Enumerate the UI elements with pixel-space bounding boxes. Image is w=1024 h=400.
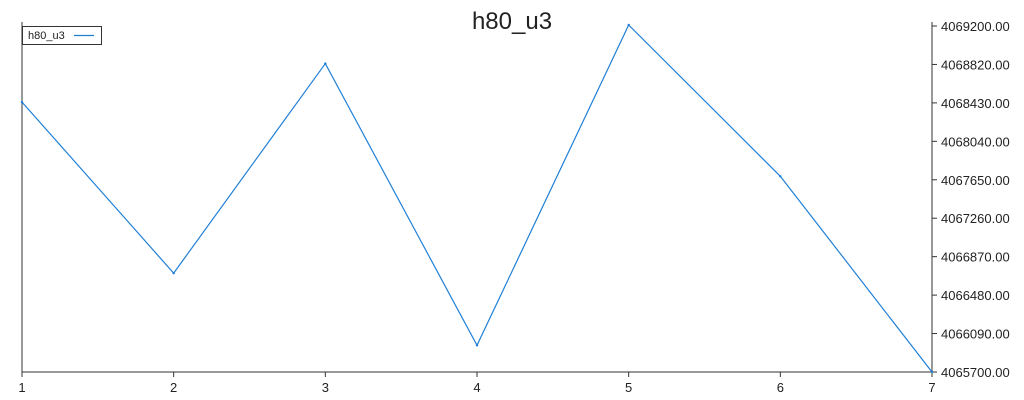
x-tick-label: 7: [928, 380, 935, 395]
y-tick-label: 4066480.00: [941, 288, 1010, 303]
axes-layer: 1 2 3 4 5 6 7 4069200.00 4068820.00 4068430.00 406…: [18, 19, 1009, 395]
x-tick-label: 5: [625, 380, 632, 395]
y-tick-label: 4069200.00: [941, 19, 1010, 34]
x-tick-label: 4: [473, 380, 480, 395]
data-point: [324, 62, 327, 65]
data-point: [172, 271, 175, 275]
x-tick-label: 1: [18, 380, 25, 395]
data-point: [930, 370, 934, 374]
legend-box: [22, 26, 102, 45]
data-point: [627, 23, 630, 27]
y-tick-label: 4068040.00: [941, 134, 1010, 149]
y-tick-label: 4066090.00: [941, 327, 1010, 342]
series-line-h80_u3: [21, 23, 933, 373]
y-tick-label: 4067650.00: [941, 173, 1010, 188]
x-tick-label: 6: [777, 380, 784, 395]
series-layer: [20, 23, 934, 374]
y-tick-label: 4066870.00: [941, 250, 1010, 265]
y-tick-label: 4065700.00: [941, 365, 1010, 380]
y-tick-label: 4068430.00: [941, 96, 1010, 111]
data-point: [20, 100, 24, 104]
data-point: [779, 175, 782, 178]
y-tick-label: 4067260.00: [941, 211, 1010, 226]
legend: h80_u3: [22, 26, 102, 45]
legend-label: h80_u3: [28, 30, 65, 42]
data-point: [475, 344, 479, 347]
chart-title: h80_u3: [471, 8, 553, 35]
y-tick-label: 4068820.00: [941, 57, 1010, 72]
x-tick-label: 3: [322, 380, 329, 395]
x-tick-label: 2: [170, 380, 177, 395]
